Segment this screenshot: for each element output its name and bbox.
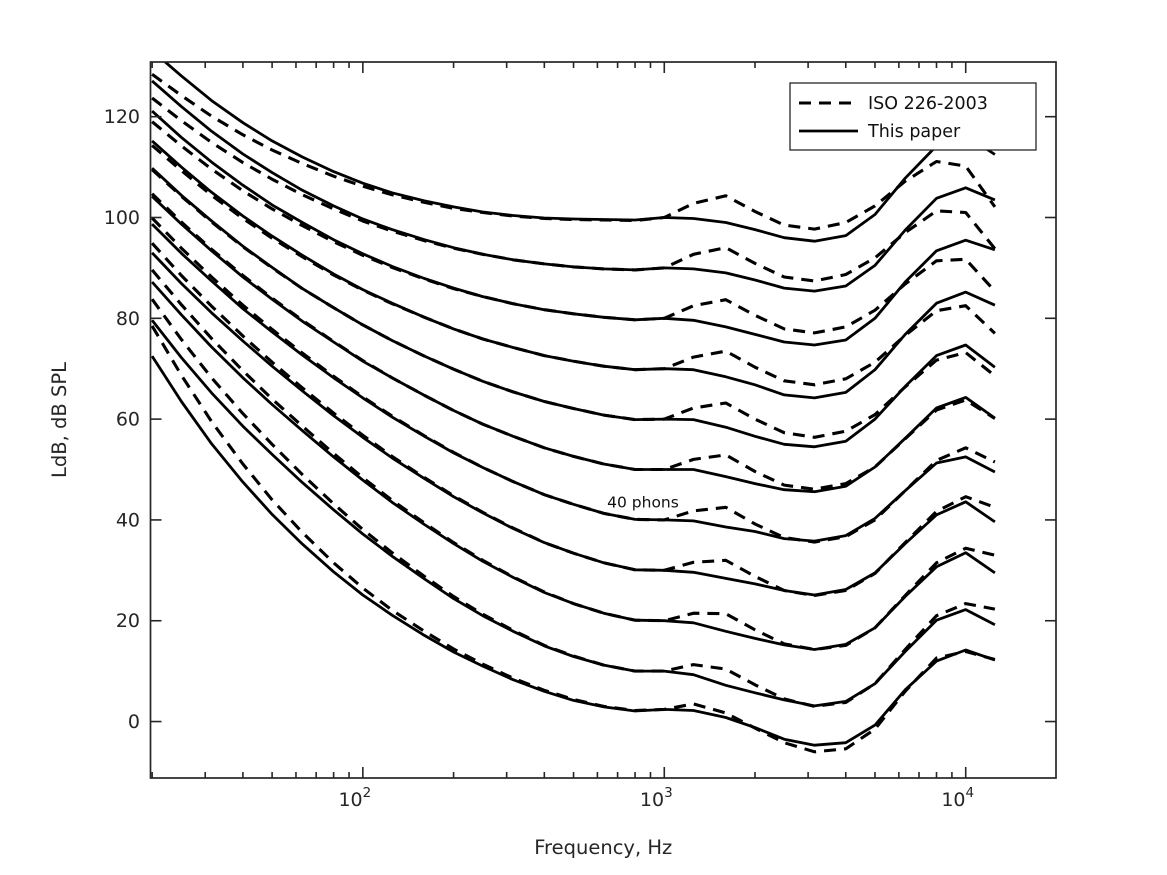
- curve-paper-10-phons: [150, 319, 996, 708]
- x-tick-base: 10: [338, 789, 362, 811]
- curve-iso-0-phons: [150, 325, 996, 754]
- curve-paper-0-phons: [150, 355, 996, 747]
- y-tick-label-80: 80: [116, 308, 140, 330]
- curve-iso-50-phons: [151, 192, 996, 491]
- y-axis-label: LdB, dB SPL: [48, 362, 71, 478]
- curves-group: [150, 62, 997, 754]
- y-tick-label-0: 0: [128, 711, 140, 733]
- x-tick-label-10000: 104: [941, 785, 974, 811]
- annotation-group: 40 phons: [607, 493, 679, 511]
- x-tick-exponent: 4: [966, 785, 975, 801]
- x-tick-base: 10: [640, 789, 664, 811]
- x-tick-label-1000: 103: [640, 785, 673, 811]
- x-tick-label-100: 102: [338, 785, 371, 811]
- curve-paper-80-phons: [151, 110, 996, 347]
- x-axis-label: Frequency, Hz: [534, 836, 672, 859]
- curve-paper-50-phons: [151, 195, 996, 494]
- x-tick-exponent: 3: [664, 785, 673, 801]
- x-tick-base: 10: [941, 789, 965, 811]
- y-tick-label-100: 100: [104, 207, 140, 229]
- curve-paper-90-phons: [151, 79, 996, 293]
- y-tick-label-40: 40: [116, 509, 140, 531]
- y-tick-label-60: 60: [116, 409, 140, 431]
- legend-label-1: This paper: [867, 122, 961, 142]
- axis-labels-group: Frequency, Hz LdB, dB SPL: [48, 362, 672, 859]
- y-tick-label-120: 120: [104, 106, 140, 128]
- annotation-40-phons: 40 phons: [607, 493, 679, 511]
- plot-border: [149, 61, 1057, 779]
- axes-group: [149, 61, 1057, 779]
- x-tick-exponent: 2: [363, 785, 372, 801]
- curve-iso-100-phons: [151, 73, 997, 231]
- legend-box: [789, 82, 1037, 151]
- curve-iso-30-phons: [150, 242, 996, 598]
- curve-paper-100-phons: [163, 62, 996, 243]
- legend-group: ISO 226-2003 This paper: [789, 82, 1037, 151]
- y-tick-label-20: 20: [116, 610, 140, 632]
- curve-paper-30-phons: [151, 251, 996, 597]
- curve-paper-60-phons: [151, 167, 996, 449]
- curve-paper-70-phons: [151, 139, 996, 400]
- curve-paper-20-phons: [151, 281, 996, 651]
- legend-label-0: ISO 226-2003: [868, 94, 988, 114]
- curve-paper-40-phons: [151, 223, 996, 543]
